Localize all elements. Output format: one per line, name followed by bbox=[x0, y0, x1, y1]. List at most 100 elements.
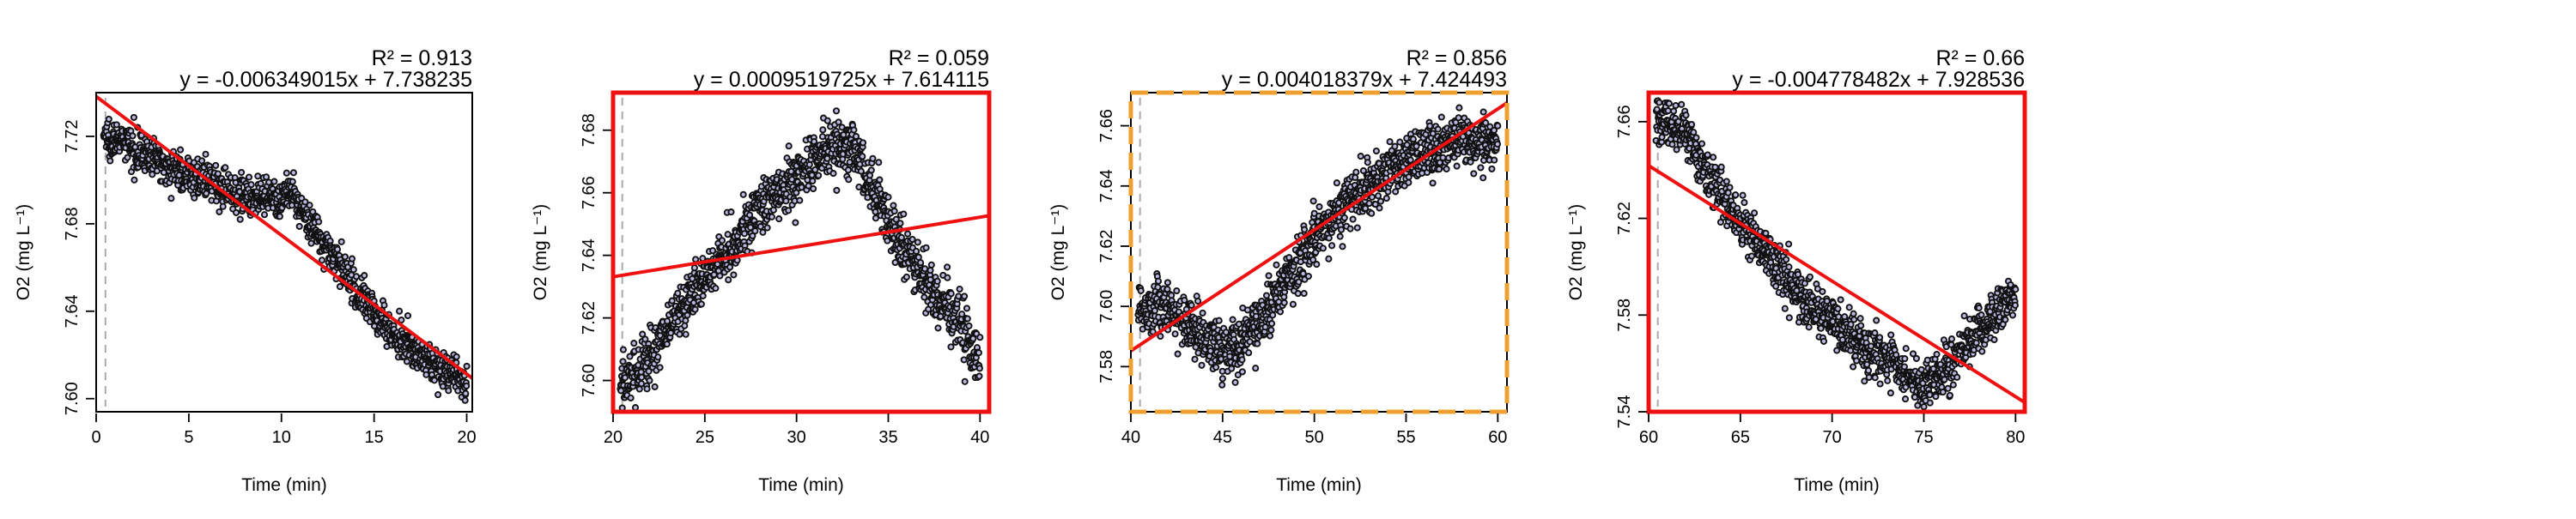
data-point bbox=[212, 161, 220, 169]
data-point bbox=[1819, 287, 1826, 295]
data-point bbox=[191, 194, 198, 202]
data-point bbox=[1850, 363, 1857, 371]
data-point bbox=[876, 176, 884, 184]
data-point bbox=[897, 233, 905, 241]
data-point bbox=[1231, 378, 1239, 386]
data-point bbox=[233, 208, 240, 216]
data-point bbox=[619, 346, 627, 353]
x-tick-label: 20 bbox=[457, 428, 476, 447]
x-tick-label: 35 bbox=[878, 428, 897, 447]
data-point bbox=[430, 377, 438, 384]
data-point bbox=[1933, 350, 1941, 359]
data-point bbox=[1413, 142, 1420, 150]
data-point bbox=[1887, 331, 1895, 339]
data-point bbox=[1833, 347, 1841, 354]
data-point bbox=[626, 353, 634, 360]
y-tick-label: 7.64 bbox=[63, 294, 82, 328]
data-point bbox=[963, 305, 971, 312]
data-point bbox=[1339, 243, 1346, 250]
data-point bbox=[619, 358, 627, 365]
data-point bbox=[1801, 280, 1808, 287]
data-point bbox=[1280, 299, 1288, 306]
data-point bbox=[1372, 147, 1380, 155]
r-squared-label: R² = 0.913 bbox=[372, 46, 472, 70]
data-point bbox=[222, 164, 229, 172]
data-point bbox=[1861, 377, 1868, 385]
data-point bbox=[1785, 263, 1793, 271]
data-point bbox=[1266, 332, 1274, 340]
data-point bbox=[1863, 360, 1871, 368]
y-axis-title: O2 (mg L⁻¹) bbox=[1048, 204, 1068, 301]
x-tick-label: 40 bbox=[970, 428, 989, 447]
data-point bbox=[1876, 334, 1884, 341]
data-point bbox=[1313, 261, 1321, 269]
data-point bbox=[890, 208, 898, 215]
data-point bbox=[763, 224, 771, 232]
x-tick-label: 65 bbox=[1731, 428, 1750, 447]
data-point bbox=[1867, 342, 1875, 350]
plot-border bbox=[611, 90, 992, 414]
data-point bbox=[203, 190, 210, 197]
data-point bbox=[1656, 99, 1663, 106]
regression-equation: y = 0.0009519725x + 7.614115 bbox=[694, 68, 989, 92]
data-point bbox=[902, 273, 910, 281]
y-tick-label: 7.60 bbox=[1097, 290, 1116, 323]
data-point bbox=[434, 391, 442, 399]
data-point bbox=[656, 364, 664, 371]
data-point bbox=[1181, 296, 1188, 305]
data-point bbox=[1455, 104, 1463, 112]
data-point bbox=[1365, 200, 1373, 208]
data-point bbox=[809, 177, 817, 185]
data-point bbox=[740, 230, 749, 238]
data-point bbox=[1371, 201, 1379, 208]
data-point bbox=[900, 210, 908, 218]
data-point bbox=[260, 211, 269, 219]
data-point bbox=[1722, 178, 1730, 185]
data-point bbox=[1455, 114, 1462, 122]
data-point bbox=[712, 284, 720, 293]
data-point bbox=[845, 176, 853, 184]
data-point bbox=[681, 322, 689, 329]
data-point bbox=[716, 272, 724, 280]
data-point bbox=[1850, 316, 1858, 323]
data-point bbox=[1876, 380, 1884, 388]
r-squared-label: R² = 0.66 bbox=[1935, 46, 2025, 70]
data-point bbox=[1953, 373, 1961, 381]
data-point bbox=[1346, 225, 1354, 232]
data-point bbox=[775, 215, 783, 223]
data-point bbox=[1670, 107, 1678, 115]
data-point bbox=[1406, 156, 1414, 164]
x-tick-label: 5 bbox=[184, 428, 193, 447]
data-point bbox=[1218, 375, 1226, 383]
data-point bbox=[690, 264, 698, 272]
data-point bbox=[1820, 337, 1828, 345]
data-point bbox=[1665, 100, 1673, 107]
data-point bbox=[1328, 242, 1336, 250]
data-point bbox=[1325, 255, 1333, 263]
data-point bbox=[1762, 229, 1770, 237]
data-point bbox=[1364, 159, 1371, 166]
data-point bbox=[1333, 179, 1340, 187]
data-point bbox=[746, 211, 754, 219]
data-point bbox=[927, 267, 934, 275]
data-point bbox=[318, 256, 326, 264]
data-point bbox=[1902, 345, 1910, 353]
data-point bbox=[933, 277, 941, 285]
data-point bbox=[635, 385, 643, 393]
data-point bbox=[1493, 140, 1502, 148]
data-point bbox=[1687, 120, 1696, 129]
data-point bbox=[1834, 305, 1842, 312]
data-point bbox=[1426, 122, 1434, 130]
data-point bbox=[884, 237, 891, 244]
x-tick-label: 40 bbox=[1121, 428, 1140, 447]
data-point bbox=[1262, 292, 1271, 299]
x-tick-label: 75 bbox=[1914, 428, 1933, 447]
data-point bbox=[850, 126, 858, 134]
data-point bbox=[1154, 277, 1163, 285]
data-point bbox=[1978, 311, 1985, 319]
plot-border bbox=[1128, 90, 1510, 414]
data-point bbox=[1443, 165, 1450, 173]
data-point bbox=[105, 115, 112, 123]
